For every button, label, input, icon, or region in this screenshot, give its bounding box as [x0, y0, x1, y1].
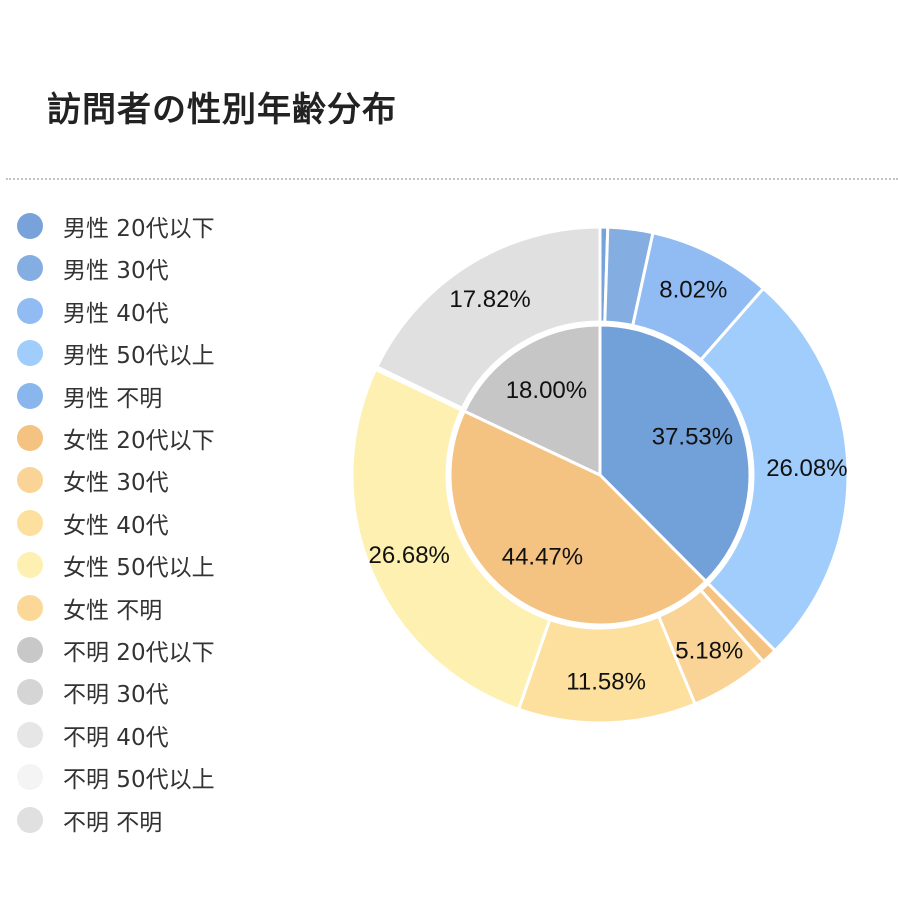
outer-slice-label: 8.02%: [659, 277, 727, 304]
legend-label: 不明 50代以上: [63, 767, 215, 794]
inner-slice[interactable]: [462, 323, 602, 477]
legend-item[interactable]: 不明 50代以上: [17, 760, 215, 794]
legend-label: 女性 30代: [63, 470, 169, 497]
legend-label: 不明 40代: [63, 724, 169, 751]
legend-label: 女性 不明: [63, 597, 163, 624]
outer-slice-label: 26.68%: [369, 542, 450, 569]
legend-item[interactable]: 男性 30代: [17, 251, 169, 285]
outer-slice[interactable]: [699, 286, 850, 653]
inner-slice-label: 44.47%: [502, 543, 583, 570]
inner-slice[interactable]: [448, 409, 708, 627]
legend-label: 不明 不明: [63, 809, 163, 836]
legend-swatch: [17, 467, 43, 494]
legend-swatch: [17, 721, 43, 748]
legend-label: 女性 50代以上: [63, 555, 215, 582]
outer-slice-label: 17.82%: [449, 286, 530, 313]
legend-item[interactable]: 男性 50代以上: [17, 336, 215, 370]
legend-swatch: [17, 213, 43, 239]
legend-item[interactable]: 不明 30代: [17, 675, 169, 709]
legend-item[interactable]: 不明 不明: [17, 803, 162, 837]
legend-item[interactable]: 女性 20代以下: [17, 421, 215, 455]
legend-label: 女性 20代以下: [63, 428, 215, 454]
inner-slice[interactable]: [598, 323, 752, 583]
outer-slice[interactable]: [350, 367, 552, 711]
outer-ring: [350, 225, 850, 725]
legend-swatch: [17, 509, 43, 536]
inner-ring: [448, 323, 752, 627]
outer-slice-label: 11.58%: [566, 668, 646, 695]
legend-swatch: [17, 382, 43, 409]
outer-slice[interactable]: [375, 225, 602, 410]
legend-item[interactable]: 女性 40代: [17, 506, 169, 540]
slice-labels: 8.02% 26.08% 5.18% 11.58% 26.68% 17.82% 37.53%…: [369, 277, 848, 696]
legend-label: 不明 30代: [63, 682, 169, 709]
inner-slice-label: 18.00%: [506, 377, 587, 404]
title-divider: [6, 178, 898, 180]
legend-swatch: [17, 340, 43, 367]
legend-item[interactable]: 男性 不明: [17, 379, 162, 413]
legend-swatch: [17, 679, 43, 706]
outer-slice-label: 5.18%: [675, 637, 743, 664]
legend-swatch: [17, 594, 43, 621]
legend-label: 男性 40代: [63, 300, 169, 327]
outer-slice-label: 26.08%: [766, 455, 847, 482]
legend-swatch: [17, 552, 43, 579]
legend-swatch: [17, 637, 43, 663]
legend-item[interactable]: 女性 不明: [17, 591, 162, 625]
legend-label: 男性 50代以上: [63, 343, 215, 370]
legend-swatch: [17, 425, 43, 451]
legend-swatch: [17, 806, 43, 833]
legend-label: 男性 不明: [63, 385, 163, 412]
legend-item[interactable]: 女性 50代以上: [17, 548, 215, 582]
inner-slice-label: 37.53%: [652, 423, 733, 450]
legend-item[interactable]: 不明 40代: [17, 718, 169, 752]
legend-swatch: [17, 297, 43, 324]
legend-item[interactable]: 女性 30代: [17, 463, 169, 497]
legend-item[interactable]: 男性 20代以下: [17, 209, 215, 243]
legend-label: 不明 20代以下: [63, 640, 215, 666]
legend-label: 女性 40代: [63, 512, 169, 539]
chart-title: 訪問者の性別年齢分布: [47, 90, 397, 130]
legend-label: 男性 30代: [63, 258, 169, 285]
legend-swatch: [17, 764, 43, 791]
legend-item[interactable]: 不明 20代以下: [17, 633, 215, 667]
legend-swatch: [17, 255, 43, 282]
legend-item[interactable]: 男性 40代: [17, 294, 169, 328]
legend-label: 男性 20代以下: [63, 216, 215, 242]
